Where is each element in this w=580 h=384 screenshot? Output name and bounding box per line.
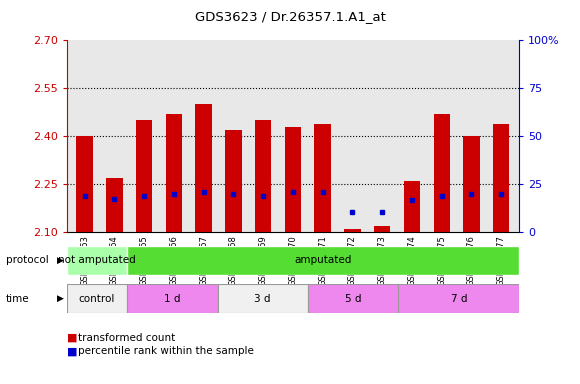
Bar	[433, 114, 450, 232]
Text: time: time	[6, 293, 30, 304]
Bar	[314, 124, 331, 232]
Text: ▶: ▶	[57, 256, 64, 265]
Bar	[136, 120, 153, 232]
Text: protocol: protocol	[6, 255, 49, 265]
Bar	[67, 284, 127, 313]
Bar	[398, 284, 519, 313]
Bar	[493, 124, 509, 232]
Bar	[106, 178, 122, 232]
Text: 1 d: 1 d	[164, 293, 180, 304]
Bar	[225, 130, 241, 232]
Bar	[463, 136, 480, 232]
Bar	[255, 120, 271, 232]
Bar	[127, 246, 519, 275]
Bar	[374, 226, 390, 232]
Text: 5 d: 5 d	[345, 293, 361, 304]
Text: transformed count: transformed count	[78, 333, 176, 343]
Text: ■: ■	[67, 333, 77, 343]
Text: percentile rank within the sample: percentile rank within the sample	[78, 346, 254, 356]
Text: not amputated: not amputated	[58, 255, 136, 265]
Bar	[218, 284, 308, 313]
Bar	[67, 246, 127, 275]
Text: 7 d: 7 d	[451, 293, 467, 304]
Bar	[127, 284, 218, 313]
Bar	[195, 104, 212, 232]
Text: ▶: ▶	[57, 294, 64, 303]
Text: control: control	[79, 293, 115, 304]
Bar	[285, 127, 301, 232]
Bar	[166, 114, 182, 232]
Bar	[308, 284, 398, 313]
Bar	[404, 181, 420, 232]
Text: GDS3623 / Dr.26357.1.A1_at: GDS3623 / Dr.26357.1.A1_at	[194, 10, 386, 23]
Text: ■: ■	[67, 346, 77, 356]
Text: 3 d: 3 d	[255, 293, 271, 304]
Text: amputated: amputated	[295, 255, 351, 265]
Bar	[345, 229, 361, 232]
Bar	[77, 136, 93, 232]
